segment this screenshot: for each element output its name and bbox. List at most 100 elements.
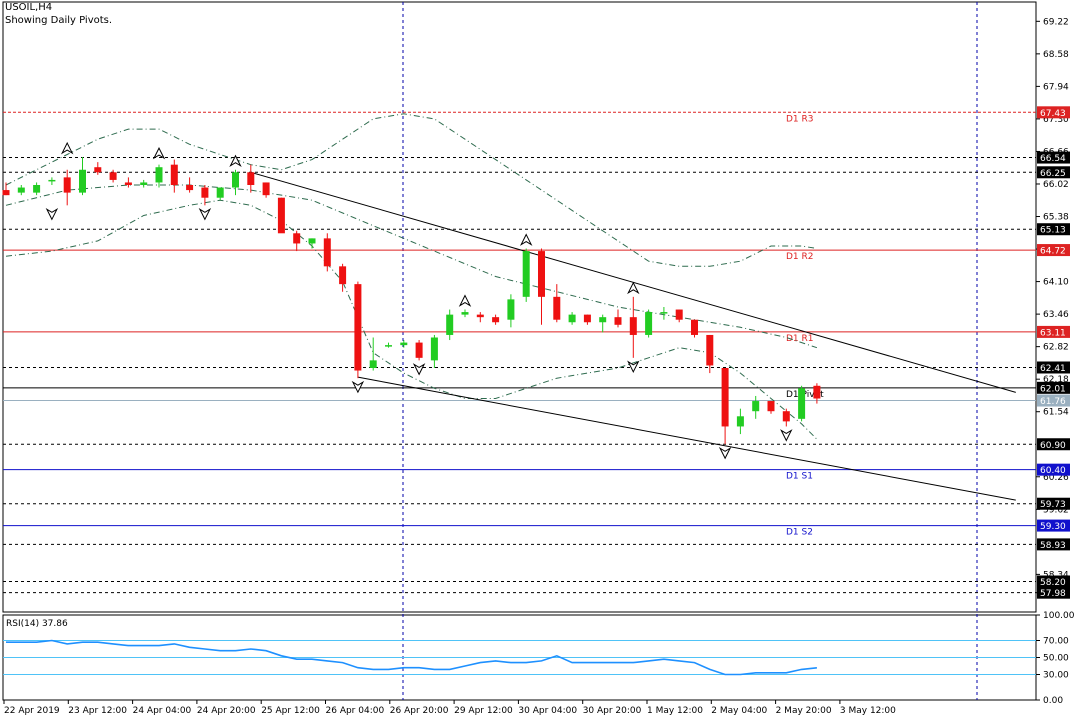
pivot-price-tag xyxy=(1037,381,1070,394)
pivot-price-tag-label: 62.01 xyxy=(1040,384,1066,394)
time-tick-label: 1 May 12:00 xyxy=(647,706,703,716)
candle-body xyxy=(813,385,821,399)
fractal-up-marker xyxy=(60,141,74,155)
band-lower xyxy=(5,199,818,440)
fractal-up-marker xyxy=(627,281,640,295)
time-tick-label: 26 Apr 20:00 xyxy=(390,706,449,716)
candle-body xyxy=(430,337,438,361)
pivot-price-tag-label: 60.40 xyxy=(1040,466,1066,476)
fractal-down-marker xyxy=(351,380,365,394)
time-tick-label: 2 May 20:00 xyxy=(776,706,832,716)
candle-body xyxy=(308,238,316,244)
candle-body xyxy=(33,185,41,193)
pivot-price-tag-label: 61.76 xyxy=(1040,397,1066,407)
price-tick-label: 62.18 xyxy=(1043,375,1069,385)
candle-body xyxy=(124,182,132,185)
time-tick-label: 23 Apr 12:00 xyxy=(68,706,127,716)
candle-body xyxy=(691,319,698,335)
pivot-price-tag-label: 57.98 xyxy=(1040,589,1066,599)
time-tick-label: 26 Apr 04:00 xyxy=(326,706,385,716)
pivot-price-tag xyxy=(1037,361,1070,374)
price-pane-frame xyxy=(2,1,1037,613)
pivot-price-tag-label: 62.41 xyxy=(1040,364,1066,374)
price-tick-label: 62.82 xyxy=(1043,343,1069,353)
candle-body xyxy=(461,312,469,315)
fractal-up-marker xyxy=(229,154,242,168)
candle-body xyxy=(201,187,209,198)
time-tick-label: 30 Apr 04:00 xyxy=(518,706,577,716)
pivot-price-tag-label: 59.73 xyxy=(1040,500,1066,510)
pivot-price-tag xyxy=(1037,463,1070,476)
candle-body xyxy=(660,312,668,314)
candle-body xyxy=(323,238,331,267)
pivot-price-tag-label: 60.90 xyxy=(1040,441,1066,451)
candle-body xyxy=(339,266,347,285)
candle-body xyxy=(247,172,255,185)
candle-body xyxy=(385,345,392,347)
fractal-down-marker xyxy=(780,429,793,442)
pivot-price-tag-label: 67.43 xyxy=(1040,109,1066,119)
fractal-up-marker xyxy=(519,233,533,246)
candle-body xyxy=(17,187,25,193)
pivot-label: D1 R3 xyxy=(786,114,814,124)
candle-body xyxy=(721,368,729,427)
pivot-price-tag-label: 58.93 xyxy=(1040,541,1066,551)
rsi-label: RSI(14) 37.86 xyxy=(6,619,68,629)
pivot-price-tag xyxy=(1037,106,1070,119)
candle-body xyxy=(599,317,607,323)
candle-body xyxy=(522,251,530,297)
pivot-price-tag xyxy=(1037,497,1070,510)
candle-body xyxy=(629,317,637,335)
price-tick-label: 61.54 xyxy=(1043,408,1069,418)
candle-body xyxy=(186,185,194,191)
pivot-label: D1 R1 xyxy=(786,334,814,344)
price-tick-label: 59.62 xyxy=(1043,505,1069,515)
time-tick-label: 22 Apr 2019 xyxy=(4,706,60,716)
candle-body xyxy=(48,179,56,182)
candle-body xyxy=(415,342,423,358)
band-upper xyxy=(5,113,817,267)
candle-body xyxy=(583,314,591,323)
time-tick-label: 2 May 04:00 xyxy=(711,706,767,716)
candle-body xyxy=(354,284,362,371)
candle-body xyxy=(2,190,10,196)
pivot-price-tag xyxy=(1037,394,1070,407)
pivot-label: D1 R2 xyxy=(786,252,814,262)
candle-body xyxy=(736,416,744,427)
pivot-label: D1 S1 xyxy=(786,472,813,482)
pivot-price-tag xyxy=(1037,151,1070,164)
candle-body xyxy=(94,167,102,173)
time-tick-label: 29 Apr 12:00 xyxy=(454,706,513,716)
candle-body xyxy=(767,401,775,412)
candle-body xyxy=(277,197,285,234)
candle-body xyxy=(262,182,270,196)
candle-body xyxy=(476,314,484,318)
candle-body xyxy=(63,177,71,193)
fractal-down-marker xyxy=(412,363,426,376)
candle-body xyxy=(400,342,408,346)
candle-body xyxy=(492,317,500,323)
candle-body xyxy=(782,411,790,422)
pivot-price-tag xyxy=(1037,586,1070,599)
price-tick-label: 64.10 xyxy=(1043,278,1069,288)
candle-body xyxy=(446,314,454,335)
price-tick-label: 66.02 xyxy=(1043,180,1069,190)
price-tick-label: 67.94 xyxy=(1043,82,1069,92)
price-tick-label: 58.34 xyxy=(1043,570,1069,580)
pivot-label: D1 S2 xyxy=(786,528,813,538)
pivot-price-tag-label: 66.54 xyxy=(1040,154,1066,164)
pivot-price-tag xyxy=(1037,325,1070,338)
time-tick-label: 3 May 12:00 xyxy=(840,706,896,716)
fractal-down-marker xyxy=(45,208,59,221)
pivot-price-tag xyxy=(1037,166,1070,179)
pivot-price-tag xyxy=(1037,519,1070,532)
price-tick-label: 65.38 xyxy=(1043,213,1069,223)
pivot-price-tag xyxy=(1037,244,1070,257)
chart-subtitle: Showing Daily Pivots. xyxy=(5,15,113,26)
price-tick-label: 67.30 xyxy=(1043,115,1069,125)
candle-body xyxy=(293,233,301,244)
trendline-1 xyxy=(357,376,1016,501)
candle-body xyxy=(140,182,148,185)
rsi-tick-label: 70.00 xyxy=(1043,637,1069,647)
